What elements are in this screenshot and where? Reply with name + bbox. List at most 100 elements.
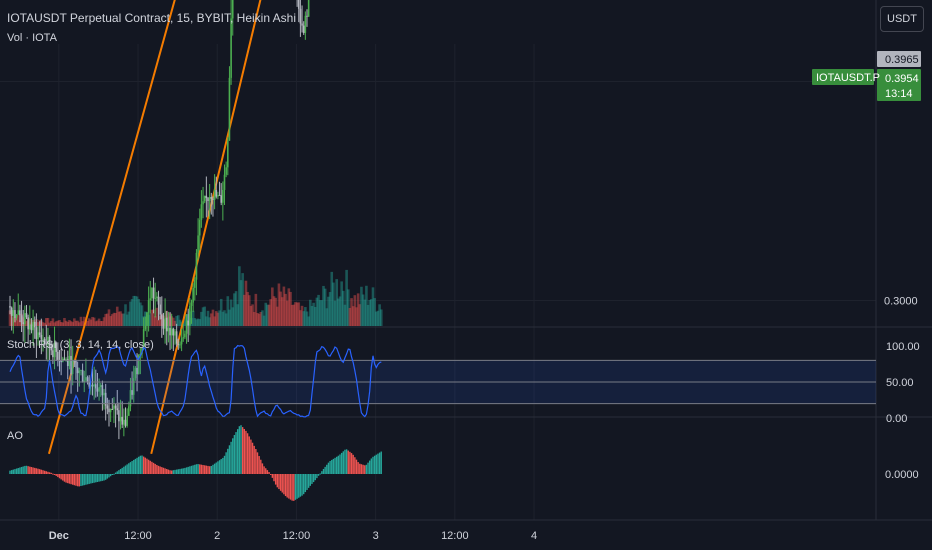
trend-drawings	[47, 0, 262, 455]
ao-bar	[263, 466, 265, 474]
ao-bar	[265, 468, 267, 474]
ao-bar	[304, 474, 307, 493]
ao-bar	[378, 452, 381, 474]
ao-bar	[326, 464, 328, 474]
volume-bar	[328, 292, 332, 326]
volume-bar	[25, 321, 28, 326]
volume-bar	[107, 309, 111, 326]
ao-bar	[227, 448, 229, 474]
volume-bar	[375, 311, 378, 326]
volume-bar	[236, 304, 239, 326]
volume-bar	[300, 305, 304, 326]
ao-bar	[72, 474, 74, 485]
candle-body	[113, 405, 115, 410]
volume-bar	[82, 316, 86, 326]
volume-bar	[238, 266, 241, 326]
ao-bar	[141, 455, 143, 474]
volume-bar	[358, 304, 362, 326]
ao-bar	[251, 442, 254, 474]
ao-bar	[192, 465, 194, 474]
ao-bar	[83, 474, 85, 486]
ao-bar	[111, 474, 113, 475]
candle-body	[75, 360, 77, 368]
ao-bar	[118, 470, 120, 474]
ao-bar	[349, 451, 351, 474]
ao-bar	[329, 460, 331, 474]
volume-bar	[172, 317, 175, 326]
volume-bar	[122, 313, 126, 326]
volume-bar	[277, 283, 281, 326]
ao-bar	[129, 462, 132, 474]
ao-bar	[345, 449, 348, 474]
ao-bar	[93, 474, 95, 483]
volume-bar	[193, 318, 197, 326]
volume-bar	[244, 280, 248, 326]
ao-bar	[364, 465, 366, 474]
volume-bar	[335, 279, 338, 326]
ao-bar	[311, 474, 313, 484]
ao-bar	[43, 470, 46, 474]
ao-pane	[9, 425, 382, 501]
ao-bar	[80, 474, 82, 487]
volume-bar	[295, 302, 299, 326]
ao-bar	[276, 474, 278, 488]
ao-bar	[365, 464, 368, 474]
volume-bar	[76, 320, 79, 326]
ao-bar	[294, 474, 297, 500]
candle-body	[40, 334, 43, 340]
volume-bar	[56, 320, 60, 326]
candle-body	[164, 317, 166, 329]
currency-button[interactable]: USDT	[880, 6, 924, 32]
ao-bar	[190, 465, 193, 474]
candle-body	[220, 195, 222, 203]
time-tick-label: 12:00	[124, 530, 152, 542]
volume-bar	[148, 313, 152, 326]
volume-bar	[342, 290, 345, 326]
ao-bar	[103, 474, 105, 481]
ao-bar	[14, 469, 16, 474]
candle-body	[38, 332, 41, 335]
volume-bar	[280, 297, 284, 326]
volume-bar	[200, 311, 203, 326]
candle-body	[205, 195, 208, 199]
volume-bar	[73, 318, 76, 326]
ao-bar	[293, 474, 295, 501]
ao-bar	[156, 464, 158, 474]
candle-body	[19, 310, 21, 316]
volume-bar	[15, 314, 18, 326]
ao-bar	[100, 474, 102, 482]
ao-bar	[260, 459, 262, 474]
volume-bar	[356, 293, 360, 326]
ao-bar	[327, 462, 330, 474]
candle-body	[66, 359, 69, 367]
ao-bar	[67, 474, 69, 484]
volume-bar	[365, 285, 368, 326]
volume-bar	[229, 299, 233, 326]
ao-bar	[105, 474, 107, 480]
volume-bar	[338, 296, 342, 326]
ao-bar	[207, 465, 209, 474]
volume-bar	[262, 315, 266, 326]
last-price-tag	[877, 69, 921, 101]
ao-bar	[131, 460, 133, 474]
ao-bar	[319, 473, 321, 475]
candle-body	[152, 287, 155, 299]
candle-body	[230, 18, 232, 78]
ao-bar	[360, 464, 363, 474]
volume-bar	[370, 299, 373, 326]
ao-bar	[182, 468, 184, 474]
volume-bar	[53, 322, 56, 326]
candle-body	[47, 336, 49, 345]
volume-bar	[317, 294, 320, 326]
ao-bar	[218, 460, 221, 474]
volume-bar	[304, 307, 307, 326]
candle-body	[187, 320, 189, 326]
volume-bar	[69, 321, 73, 326]
volume-bar	[340, 281, 343, 326]
candle-body	[179, 344, 181, 346]
volume-bar	[376, 310, 380, 326]
volume-bar	[257, 313, 261, 326]
volume-bar	[313, 306, 317, 326]
volume-bar	[45, 318, 48, 326]
